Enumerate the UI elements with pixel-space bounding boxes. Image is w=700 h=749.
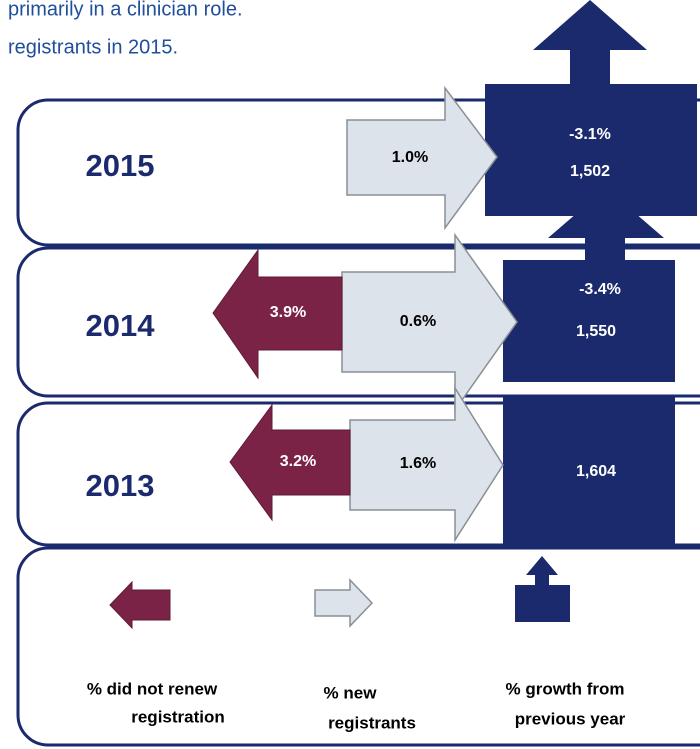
legend-icon — [515, 556, 570, 622]
total-block — [503, 395, 675, 545]
total-block — [485, 84, 697, 216]
legend-label: % growth from — [506, 679, 625, 698]
year: 2014 — [86, 308, 156, 343]
total-block — [503, 260, 675, 382]
header-line: registrants in 2015. — [8, 36, 178, 58]
new-label: 0.6% — [400, 313, 436, 330]
new-arrow — [341, 232, 518, 413]
total-label: 1,502 — [570, 163, 610, 180]
new-label: 1.0% — [392, 149, 428, 166]
header-line: primarily in a clinician role. — [8, 0, 243, 20]
growth-arrow — [548, 188, 664, 262]
not-renewed-arrow — [229, 403, 351, 522]
legend-label: registration — [131, 707, 225, 726]
legend-label: registrants — [328, 713, 416, 732]
legend-icon — [109, 580, 171, 630]
growth-label: -3.4% — [579, 281, 621, 298]
legend-icon — [314, 578, 374, 628]
total-label: 1,604 — [576, 463, 616, 480]
legend-label: previous year — [515, 709, 626, 728]
new-arrow — [349, 385, 504, 543]
legend-label: % new — [324, 683, 378, 702]
not-renewed-label: 3.9% — [270, 304, 306, 321]
total-label: 1,550 — [576, 323, 616, 340]
not-renewed-label: 3.2% — [280, 453, 316, 470]
year: 2013 — [86, 468, 155, 503]
new-arrow — [346, 85, 498, 231]
growth-arrow — [533, 0, 647, 85]
year: 2015 — [86, 148, 155, 183]
legend-label: % did not renew — [87, 679, 218, 698]
growth-label: -3.1% — [569, 126, 611, 143]
new-label: 1.6% — [400, 455, 436, 472]
not-renewed-arrow — [212, 248, 343, 380]
